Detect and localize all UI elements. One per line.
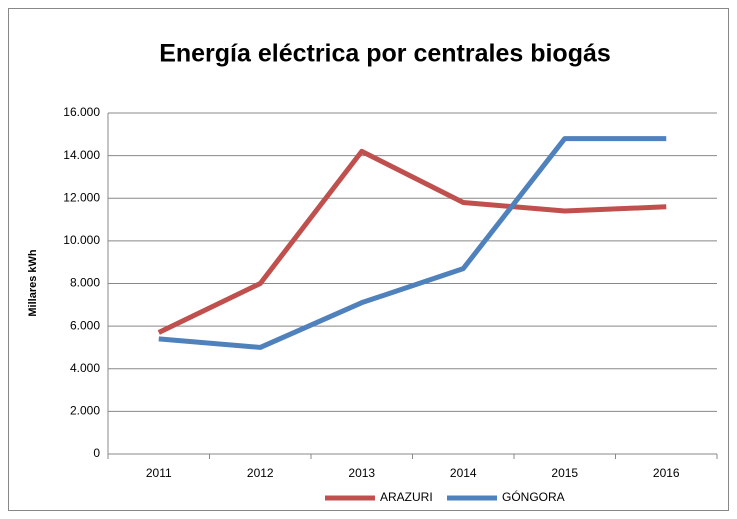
y-tick-label: 8.000 [70,276,100,290]
y-tick-label: 2.000 [70,404,100,418]
y-tick-label: 4.000 [70,361,100,375]
chart-title: Energía eléctrica por centrales biogás [159,40,611,68]
x-tick-label: 2015 [551,466,578,480]
x-tick-label: 2012 [247,466,274,480]
legend-label: ARAZURI [380,490,433,504]
chart-border [8,8,729,511]
legend-label: GÓNGORA [502,489,565,504]
y-tick-label: 12.000 [63,190,100,204]
line-series [158,136,667,350]
x-tick-label: 2016 [653,466,680,480]
y-tick-label: 16.000 [63,105,100,119]
line-series [157,148,667,335]
x-tick-label: 2013 [348,466,375,480]
x-tick-label: 2014 [450,466,477,480]
y-tick-label: 0 [93,446,100,460]
y-tick-label: 6.000 [70,318,100,332]
x-tick-label: 2011 [146,466,172,480]
y-tick-label: 14.000 [63,148,100,162]
y-tick-label: 10.000 [63,233,100,247]
y-axis-label: Millares kWh [27,249,39,317]
